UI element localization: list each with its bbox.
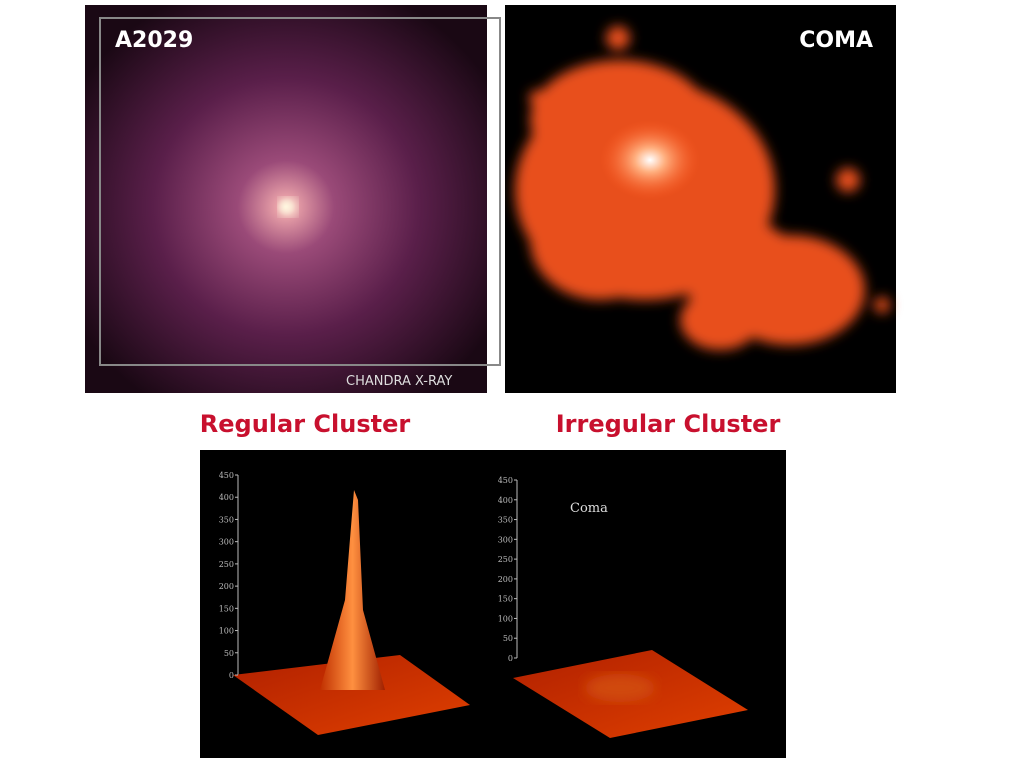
tick-label: 50 <box>503 634 513 643</box>
coma-image: COMA <box>505 5 896 393</box>
tick-label: 300 <box>498 535 513 544</box>
plot-title: Coma <box>570 501 608 516</box>
image-label: A2029 <box>115 28 193 53</box>
caption: Regular Cluster <box>200 410 411 438</box>
tick-label: 0 <box>229 671 234 680</box>
image-label: COMA <box>799 28 873 53</box>
tick-label: 200 <box>219 582 234 591</box>
caption: Irregular Cluster <box>556 410 781 438</box>
tick-label: 200 <box>498 575 513 584</box>
tick-label: 100 <box>219 627 234 636</box>
tick-label: 450 <box>498 476 513 485</box>
tick-label: 0 <box>508 654 513 663</box>
tick-label: 350 <box>498 516 513 525</box>
tick-label: 450 <box>219 471 234 480</box>
tick-label: 350 <box>219 515 234 524</box>
tick-label: 300 <box>219 538 234 547</box>
tick-label: 400 <box>498 496 513 505</box>
tick-label: 150 <box>498 595 513 604</box>
tick-label: 250 <box>219 560 234 569</box>
tick-label: 250 <box>498 555 513 564</box>
tick-label: 150 <box>219 604 234 613</box>
a2029-image: A2029 CHANDRA X-RAY <box>85 5 501 393</box>
tick-label: 400 <box>219 493 234 502</box>
tick-label: 50 <box>224 649 234 658</box>
image-credit: CHANDRA X-RAY <box>346 374 452 389</box>
tick-label: 100 <box>498 614 513 623</box>
surface-plots: Coma <box>200 450 786 758</box>
